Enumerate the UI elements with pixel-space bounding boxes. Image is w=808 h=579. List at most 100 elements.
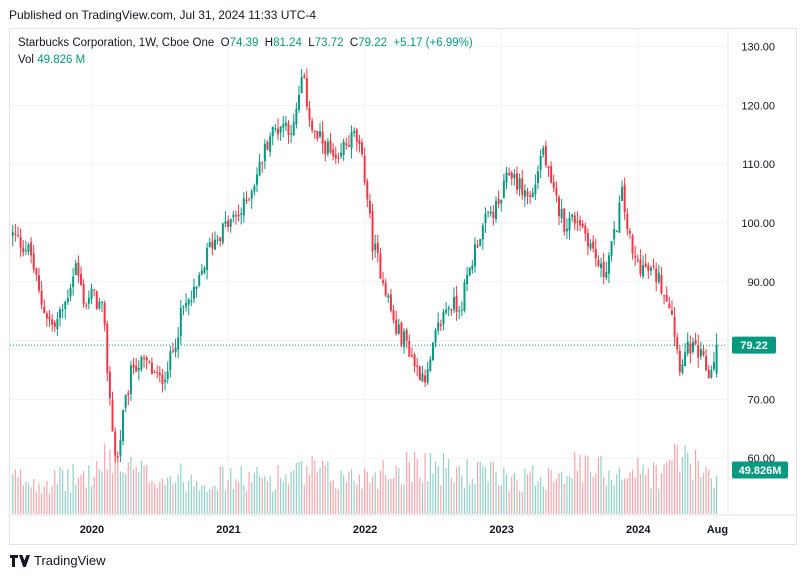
candle-body — [59, 309, 62, 318]
candle-body — [116, 456, 119, 458]
volume-bar — [93, 476, 95, 514]
volume-bar — [647, 468, 649, 514]
candle-body — [424, 375, 427, 383]
volume-bar — [353, 480, 355, 514]
volume-bar — [621, 480, 623, 514]
volume-bar — [350, 469, 353, 514]
candle-body — [376, 242, 379, 254]
candle-body — [452, 297, 455, 310]
volume-bar — [303, 484, 305, 514]
volume-bar — [219, 466, 221, 514]
candle-body — [271, 126, 274, 137]
volume-bar — [634, 477, 636, 514]
volume-bar — [616, 474, 618, 514]
volume-bar — [280, 478, 282, 514]
volume-bar — [117, 461, 119, 514]
candle-body — [35, 268, 38, 275]
volume-bar — [579, 454, 581, 514]
candle-body — [174, 347, 177, 353]
volume-bar — [398, 467, 400, 514]
volume-bar — [88, 465, 90, 514]
candle-body — [316, 130, 319, 139]
candle-body — [450, 309, 453, 311]
volume-bar — [298, 461, 300, 514]
candle-body — [665, 294, 668, 302]
candle-body — [22, 247, 25, 253]
candle-body — [395, 319, 398, 334]
candle-body — [500, 199, 503, 204]
candle-body — [712, 362, 715, 370]
candle-body — [476, 245, 479, 248]
volume-bar — [67, 469, 69, 514]
candle-body — [515, 173, 518, 190]
candle-body — [287, 123, 290, 135]
candle-body — [153, 372, 156, 374]
volume-bar — [245, 491, 248, 514]
volume-bar — [201, 485, 203, 514]
volume-bar — [337, 489, 340, 514]
volume-bar — [20, 469, 22, 514]
candle-body — [111, 399, 114, 432]
candle-body — [93, 289, 96, 291]
volume-bar — [658, 488, 660, 514]
volume-bar — [550, 469, 552, 514]
candle-body — [684, 352, 687, 367]
candle-body — [305, 78, 308, 107]
candle-body — [584, 225, 587, 234]
candle-body — [471, 265, 474, 270]
volume-bar — [156, 487, 158, 514]
candle-body — [80, 273, 83, 285]
volume-bar — [308, 474, 311, 514]
volume-bar — [332, 479, 334, 514]
candle-body — [539, 155, 542, 170]
candle-body — [534, 184, 537, 195]
volume-bar — [358, 474, 361, 514]
volume-bar — [513, 472, 515, 514]
candle-body — [300, 76, 303, 94]
candle-body — [127, 392, 130, 396]
candle-body — [387, 295, 390, 298]
volume-bar — [340, 470, 342, 514]
candle-body — [326, 141, 329, 154]
volume-bar — [356, 484, 358, 514]
volume-bar — [500, 485, 502, 514]
volume-bar — [230, 468, 232, 514]
candle-body — [56, 318, 59, 330]
price-tick-label: 110.00 — [742, 159, 775, 171]
volume-bar — [259, 475, 261, 514]
volume-bar — [132, 469, 135, 514]
candle-body — [279, 126, 282, 133]
candle-body — [255, 174, 258, 185]
candle-body — [628, 230, 631, 234]
candle-body — [250, 191, 253, 199]
volume-bar — [240, 465, 242, 514]
volume-bar — [710, 478, 712, 514]
candle-body — [581, 223, 584, 227]
candle-body — [403, 331, 406, 347]
candle-body — [429, 359, 432, 371]
candle-body — [431, 342, 434, 361]
candle-body — [87, 297, 90, 304]
candle-body — [208, 242, 211, 248]
candle-body — [27, 244, 30, 252]
candle-body — [600, 263, 603, 268]
candle-body — [69, 288, 72, 297]
volume-bar — [264, 475, 266, 514]
volume-bar — [122, 472, 124, 514]
candle-body — [413, 354, 416, 367]
volume-bar — [75, 485, 77, 514]
volume-bar — [143, 465, 145, 514]
volume-bar — [146, 464, 148, 514]
candle-body — [90, 288, 93, 299]
candle-body — [195, 286, 198, 289]
candle-body — [382, 280, 385, 284]
volume-bar — [645, 475, 647, 514]
volume-bar — [224, 490, 227, 514]
candle-body — [135, 365, 138, 372]
candle-body — [479, 238, 482, 246]
candle-body — [389, 294, 392, 311]
price-axis: 130.00120.00110.00100.0090.0080.0070.006… — [741, 42, 775, 466]
candle-body — [66, 297, 69, 302]
volume-bar — [655, 465, 657, 514]
